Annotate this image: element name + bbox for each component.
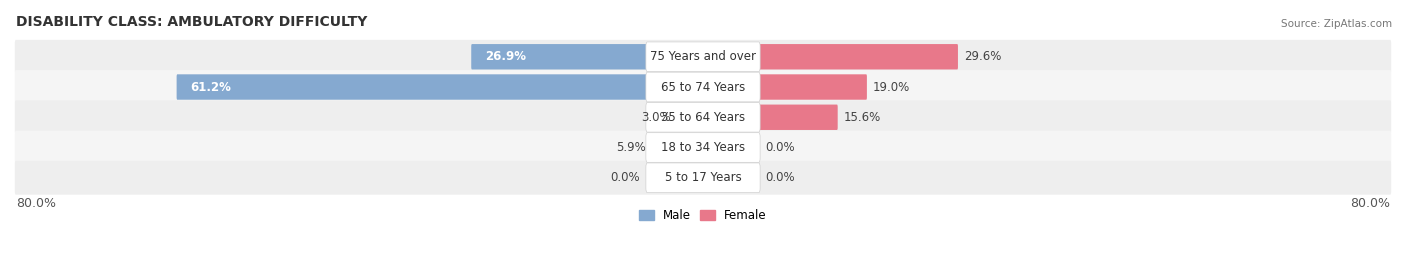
Text: 5.9%: 5.9% <box>616 141 645 154</box>
FancyBboxPatch shape <box>177 74 703 100</box>
Text: 29.6%: 29.6% <box>965 50 1001 63</box>
Text: 15.6%: 15.6% <box>844 111 882 124</box>
Text: DISABILITY CLASS: AMBULATORY DIFFICULTY: DISABILITY CLASS: AMBULATORY DIFFICULTY <box>15 15 367 29</box>
Text: 80.0%: 80.0% <box>1350 198 1391 210</box>
Text: 65 to 74 Years: 65 to 74 Years <box>661 80 745 94</box>
FancyBboxPatch shape <box>651 135 703 160</box>
Text: 80.0%: 80.0% <box>15 198 56 210</box>
FancyBboxPatch shape <box>645 163 761 193</box>
FancyBboxPatch shape <box>645 72 761 102</box>
Text: 0.0%: 0.0% <box>766 141 796 154</box>
Text: 26.9%: 26.9% <box>485 50 526 63</box>
Text: 19.0%: 19.0% <box>873 80 910 94</box>
Text: 75 Years and over: 75 Years and over <box>650 50 756 63</box>
Text: 0.0%: 0.0% <box>610 171 640 184</box>
FancyBboxPatch shape <box>703 74 868 100</box>
Text: 18 to 34 Years: 18 to 34 Years <box>661 141 745 154</box>
Legend: Male, Female: Male, Female <box>634 204 772 227</box>
FancyBboxPatch shape <box>15 161 1391 195</box>
FancyBboxPatch shape <box>15 100 1391 134</box>
FancyBboxPatch shape <box>645 133 761 162</box>
FancyBboxPatch shape <box>645 102 761 132</box>
FancyBboxPatch shape <box>676 105 703 130</box>
Text: 3.0%: 3.0% <box>641 111 671 124</box>
FancyBboxPatch shape <box>15 40 1391 74</box>
Text: Source: ZipAtlas.com: Source: ZipAtlas.com <box>1281 19 1392 29</box>
FancyBboxPatch shape <box>15 131 1391 165</box>
FancyBboxPatch shape <box>703 44 957 69</box>
FancyBboxPatch shape <box>703 105 838 130</box>
Text: 61.2%: 61.2% <box>190 80 231 94</box>
Text: 35 to 64 Years: 35 to 64 Years <box>661 111 745 124</box>
FancyBboxPatch shape <box>15 70 1391 104</box>
FancyBboxPatch shape <box>471 44 703 69</box>
FancyBboxPatch shape <box>645 42 761 72</box>
Text: 0.0%: 0.0% <box>766 171 796 184</box>
Text: 5 to 17 Years: 5 to 17 Years <box>665 171 741 184</box>
